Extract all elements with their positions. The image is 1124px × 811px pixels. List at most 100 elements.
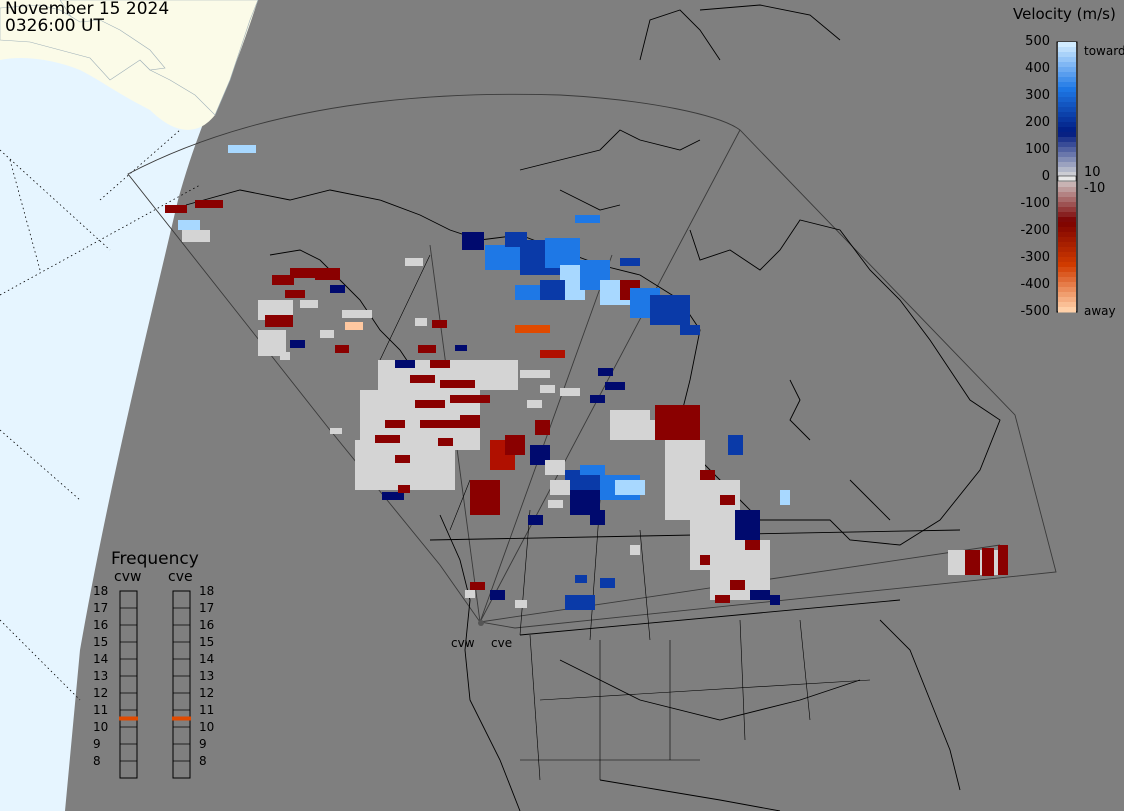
- frequency-scale-label: 17: [93, 601, 109, 615]
- velocity-cell: [280, 352, 290, 360]
- velocity-cell: [290, 268, 320, 278]
- velocity-cell: [550, 480, 570, 495]
- velocity-cell: [418, 345, 436, 353]
- velocity-cell: [195, 200, 223, 208]
- colorbar-tick-label: -400: [1020, 277, 1050, 292]
- velocity-cell: [342, 310, 372, 318]
- frequency-indicator-cvw: [119, 716, 138, 721]
- velocity-cell: [420, 420, 450, 428]
- colorbar-segment: [1058, 307, 1076, 313]
- frequency-radar-cvw: cvw: [114, 569, 142, 585]
- colorbar-tick-label: 400: [1025, 61, 1050, 76]
- colorbar-segment: [1058, 282, 1076, 288]
- coastlines: [185, 4, 1001, 811]
- velocity-cell: [520, 370, 550, 378]
- colorbar-segment: [1058, 237, 1076, 243]
- velocity-cell: [430, 360, 450, 368]
- velocity-cell: [665, 300, 690, 310]
- colorbar-segment: [1058, 147, 1076, 153]
- frequency-panel: [119, 590, 191, 779]
- velocity-cell: [630, 420, 660, 440]
- velocity-cell: [655, 405, 700, 440]
- velocity-cell: [982, 548, 994, 576]
- velocity-cell: [575, 215, 600, 223]
- velocity-cell: [460, 415, 480, 423]
- frequency-title: Frequency: [111, 549, 199, 569]
- velocity-cell: [565, 595, 595, 610]
- velocity-cell: [615, 480, 645, 495]
- velocity-cell: [450, 420, 480, 428]
- frequency-scale-label: 11: [199, 703, 215, 717]
- velocity-cell: [432, 320, 447, 328]
- colorbar-segment: [1058, 157, 1076, 163]
- velocity-cell: [470, 582, 485, 590]
- near-zero-negative-label: -10: [1084, 181, 1106, 196]
- colorbar-segment: [1058, 272, 1076, 278]
- colorbar-segment: [1058, 102, 1076, 108]
- colorbar-tick-label: 300: [1025, 88, 1050, 103]
- velocity-cell: [528, 515, 543, 525]
- time-label: 0326:00 UT: [5, 16, 104, 36]
- velocity-cell: [438, 438, 453, 446]
- velocity-cell: [462, 232, 484, 250]
- colorbar-segment: [1058, 112, 1076, 118]
- velocity-scatter-layer: [165, 145, 1008, 610]
- colorbar-segment: [1058, 162, 1076, 168]
- velocity-cell: [605, 382, 625, 390]
- frequency-scale-label: 9: [199, 737, 207, 751]
- frequency-indicator-cve: [172, 716, 191, 721]
- frequency-scale-label: 12: [93, 686, 109, 700]
- colorbar-segment: [1058, 107, 1076, 113]
- velocity-cell: [258, 330, 286, 356]
- velocity-cell: [485, 245, 525, 270]
- velocity-cell: [620, 258, 640, 266]
- radar-label-cve: cve: [491, 636, 513, 650]
- velocity-cell: [750, 590, 770, 600]
- velocity-cell: [178, 220, 200, 230]
- colorbar-tick-label: -100: [1020, 196, 1050, 211]
- colorbar-tick-label: 500: [1025, 34, 1050, 49]
- colorbar-segment: [1058, 152, 1076, 158]
- velocity-cell: [382, 492, 404, 500]
- colorbar-segment: [1058, 197, 1076, 203]
- frequency-scale-label: 16: [93, 618, 109, 632]
- velocity-cell: [182, 230, 210, 242]
- colorbar-segment: [1058, 232, 1076, 238]
- colorbar-segment: [1058, 62, 1076, 68]
- velocity-cell: [560, 388, 580, 396]
- colorbar-segment: [1058, 257, 1076, 263]
- colorbar-segment: [1058, 97, 1076, 103]
- frequency-scale-label: 9: [93, 737, 101, 751]
- velocity-cell: [728, 435, 743, 455]
- colorbar-segment: [1058, 127, 1076, 133]
- colorbar-segment: [1058, 217, 1076, 223]
- velocity-cell: [345, 322, 363, 330]
- frequency-scale-label: 15: [93, 635, 109, 649]
- velocity-cell: [548, 500, 563, 508]
- velocity-cell: [515, 325, 550, 333]
- colorbar-segment: [1058, 92, 1076, 98]
- colorbar-segment: [1058, 77, 1076, 83]
- colorbar-segment: [1058, 292, 1076, 298]
- colorbar-segment: [1058, 57, 1076, 63]
- velocity-cell: [415, 400, 445, 408]
- velocity-cell: [600, 578, 615, 588]
- velocity-cell: [440, 380, 475, 388]
- velocity-cell: [375, 435, 400, 443]
- velocity-cell: [490, 590, 505, 600]
- velocity-cell: [410, 375, 435, 383]
- colorbar-segment: [1058, 67, 1076, 73]
- colorbar-segment: [1058, 297, 1076, 303]
- velocity-cell: [540, 280, 565, 300]
- velocity-cell: [515, 285, 540, 300]
- frequency-scale-label: 18: [93, 584, 109, 598]
- colorbar-segment: [1058, 267, 1076, 273]
- colorbar-segment: [1058, 247, 1076, 253]
- colorbar-tick-label: -200: [1020, 223, 1050, 238]
- graticule-lines: [0, 129, 201, 701]
- colorbar-segment: [1058, 242, 1076, 248]
- frequency-scale-label: 8: [199, 754, 207, 768]
- velocity-cell: [300, 300, 318, 308]
- colorbar-tick-label: 100: [1025, 142, 1050, 157]
